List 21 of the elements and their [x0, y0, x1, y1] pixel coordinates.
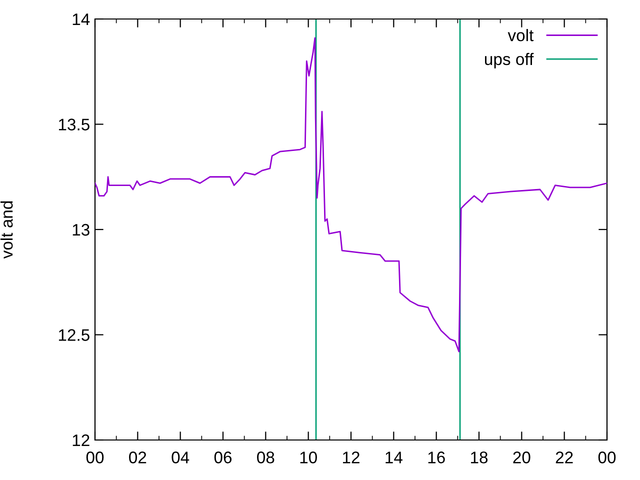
x-tick-label: 16 [428, 452, 445, 464]
x-tick-label: 18 [471, 452, 488, 464]
legend-label: volt [508, 29, 534, 42]
y-tick-label: 14 [72, 14, 90, 26]
x-tick-label: 20 [513, 452, 530, 464]
legend-label: ups off [485, 52, 534, 68]
y-tick-label: 12.5 [58, 329, 90, 341]
x-tick-label: 22 [556, 452, 573, 464]
x-tick-label: 06 [214, 452, 232, 464]
x-tick-label: 00 [86, 452, 104, 464]
y-tick-label: 13 [72, 224, 90, 236]
x-tick-label: 12 [343, 452, 360, 464]
x-tick-label: 14 [386, 452, 402, 464]
x-tick-label: 02 [129, 452, 146, 464]
x-tick-label: 00 [598, 452, 616, 464]
x-tick-label: 10 [300, 452, 317, 464]
x-tick-label: 04 [172, 452, 190, 464]
y-tick-label: 12 [72, 434, 90, 446]
y-axis-title: volt and [0, 201, 13, 259]
y-tick-label: 13.5 [58, 118, 90, 130]
x-tick-label: 08 [257, 452, 274, 464]
